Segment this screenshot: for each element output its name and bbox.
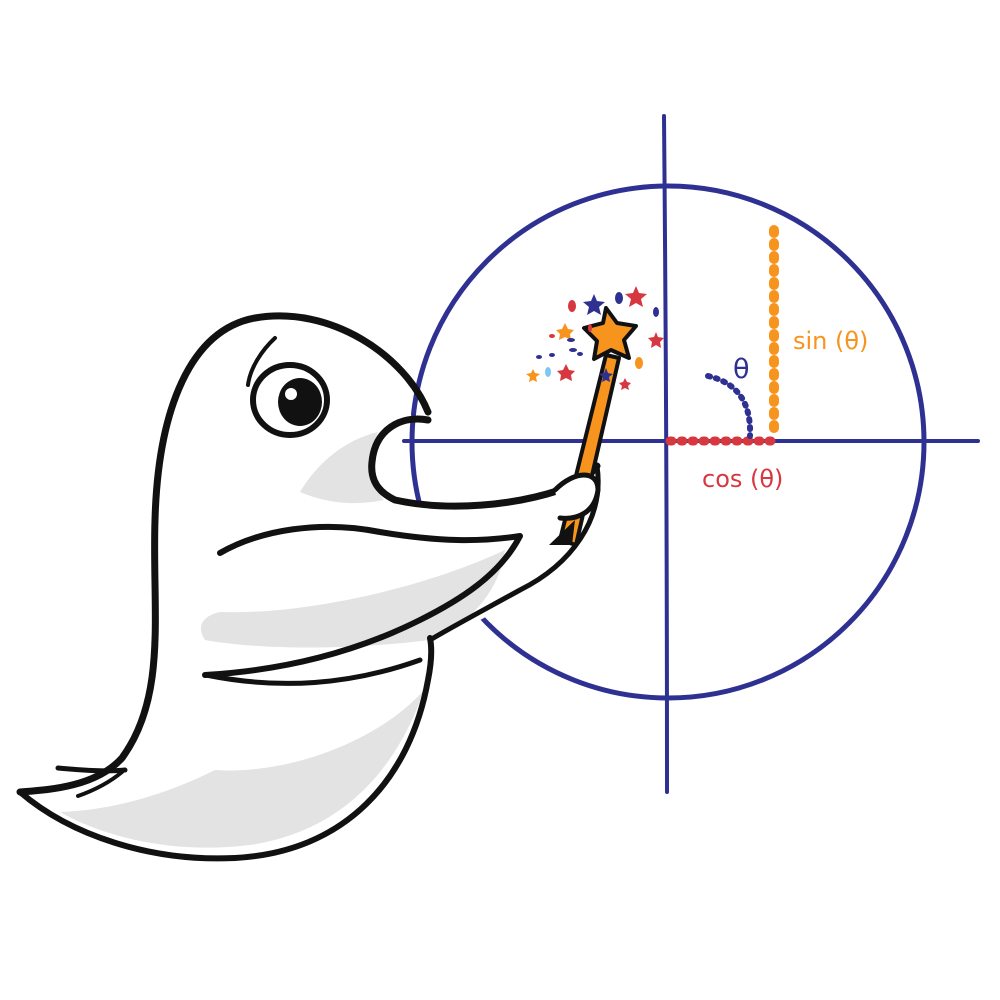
y-axis [662,114,669,794]
wand-star [582,306,638,361]
ghost-bird-icon [16,312,601,863]
theta-label: θ [733,354,750,385]
theta-arc [705,373,754,439]
sin-label: sin (θ) [793,327,868,355]
cos-label: cos (θ) [702,465,783,493]
sparkles-icon [526,286,664,390]
